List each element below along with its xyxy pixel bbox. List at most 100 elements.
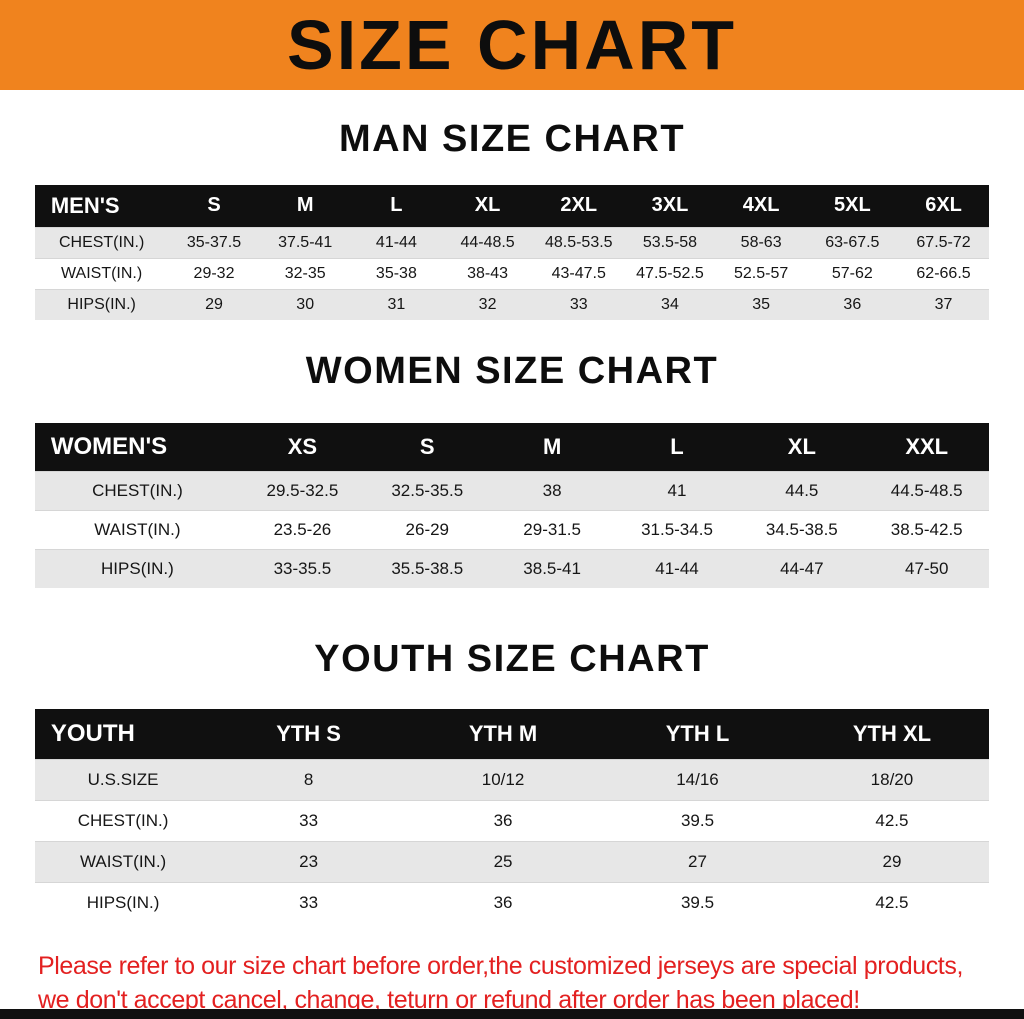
table-title-cell: WOMEN'S [34,423,240,471]
row-label: HIPS(IN.) [101,558,174,578]
table-cell: 29-32 [193,264,235,282]
row-label: HIPS(IN.) [67,295,136,313]
table-cell: 67.5-72 [916,233,971,251]
youth-size-table: YOUTH YTH S YTH M YTH L YTH XL U.S.SIZE 8 10/12… [34,709,990,923]
table-row: HIPS(IN.) 29 30 31 32 33 34 35 36 37 [34,289,990,320]
table-cell: 36 [843,295,862,313]
table-cell: 8 [303,769,314,789]
column-header: 3XL [624,185,716,227]
row-label: HIPS(IN.) [86,892,160,912]
charts-area: MAN SIZE CHART MEN'S S M L XL 2XL 3XL 4XL 5XL 6XL… [0,118,1024,923]
table-cell: 37.5-41 [278,233,333,251]
table-cell: 31 [387,295,406,313]
column-header: 5XL [806,185,898,227]
table-cell: 36 [493,892,513,912]
table-cell: 36 [493,810,513,830]
table-row: WAIST(IN.) 23 25 27 29 [34,841,990,882]
men-section-heading: MAN SIZE CHART [338,118,686,160]
table-cell: 35-37.5 [186,233,242,251]
table-cell: 44.5 [785,480,819,500]
column-header: YTH L [600,709,795,759]
column-header: S [364,423,490,471]
column-header: M [259,185,351,227]
table-cell: 42.5 [875,892,909,912]
table-cell: 38.5-42.5 [890,519,963,539]
table-cell: 48.5-53.5 [544,233,613,251]
table-cell: 29-31.5 [523,519,581,539]
column-header: YTH XL [794,709,990,759]
column-header: YTH S [211,709,406,759]
table-cell: 32.5-35.5 [391,480,464,500]
table-cell: 41-44 [375,233,417,251]
table-cell: 35 [752,295,771,313]
bottom-bar [0,1009,1024,1019]
table-cell: 38-43 [467,264,509,282]
table-cell: 27 [688,851,707,871]
table-cell: 32 [478,295,497,313]
table-cell: 18/20 [870,769,914,789]
table-cell: 31.5-34.5 [641,519,713,539]
column-header: 4XL [715,185,807,227]
column-header: XS [239,423,365,471]
table-cell: 34.5-38.5 [765,519,838,539]
table-cell: 44-47 [780,558,824,578]
column-header: 2XL [533,185,625,227]
youth-size-section: YOUTH SIZE CHART YOUTH YTH S YTH M YTH L YTH… [0,638,1024,923]
column-header: XL [441,185,534,227]
banner: SIZE CHART [0,0,1024,90]
table-cell: 35-38 [375,264,417,282]
table-cell: 32-35 [284,264,326,282]
column-header: L [350,185,442,227]
table-cell: 41 [667,480,687,500]
table-cell: 26-29 [405,519,450,539]
table-cell: 33 [569,295,588,313]
table-cell: 29 [882,851,902,871]
youth-section-heading: YOUTH SIZE CHART [314,638,710,680]
table-cell: 44-48.5 [460,233,515,251]
header-row: YOUTH YTH S YTH M YTH L YTH XL [34,709,990,759]
notice-line-1: Please refer to our size chart before or… [38,952,963,980]
table-cell: 33-35.5 [273,558,332,578]
table-cell: 25 [493,851,513,871]
table-cell: 33 [299,810,319,830]
table-row: U.S.SIZE 8 10/12 14/16 18/20 [34,759,990,800]
column-header: XXL [864,423,990,471]
table-title-cell: MEN'S [34,185,169,227]
table-cell: 23 [299,851,319,871]
table-cell: 52.5-57 [734,264,789,282]
row-label: U.S.SIZE [87,769,159,789]
mens-size-table: MEN'S S M L XL 2XL 3XL 4XL 5XL 6XL CHEST(IN.) 35-37… [34,185,990,320]
table-cell: 47.5-52.5 [636,264,704,282]
women-size-section: WOMEN SIZE CHART WOMEN'S XS S M L XL XXL CHEST(… [0,350,1024,588]
table-cell: 41-44 [655,558,699,578]
table-cell: 47-50 [904,558,949,578]
row-label: CHEST(IN.) [58,233,145,251]
table-cell: 63-67.5 [825,233,880,251]
table-cell: 38 [542,480,562,500]
table-cell: 58-63 [740,233,782,251]
order-notice: Please refer to our size chart before or… [0,949,1024,1017]
page-title: SIZE CHART [287,6,737,84]
table-row: WAIST(IN.) 23.5-26 26-29 29-31.5 31.5-34.5 34… [34,510,990,549]
table-title-cell: YOUTH [34,709,212,759]
table-cell: 53.5-58 [642,233,698,251]
column-header: 6XL [897,185,990,227]
table-row: HIPS(IN.) 33 36 39.5 42.5 [34,882,990,923]
column-header: M [489,423,615,471]
womens-size-table: WOMEN'S XS S M L XL XXL CHEST(IN.) 29.5-32.5 32.5… [34,423,990,588]
table-cell: 34 [661,295,679,313]
table-cell: 30 [296,295,315,313]
column-header: XL [739,423,865,471]
table-row: CHEST(IN.) 29.5-32.5 32.5-35.5 38 41 44.5 44.5… [34,471,990,510]
table-row: CHEST(IN.) 33 36 39.5 42.5 [34,800,990,841]
table-cell: 44.5-48.5 [890,480,963,500]
column-header: YTH M [405,709,601,759]
table-row: CHEST(IN.) 35-37.5 37.5-41 41-44 44-48.5 48.5… [34,227,990,258]
row-label: CHEST(IN.) [77,810,169,830]
table-cell: 62-66.5 [916,264,971,282]
table-cell: 29.5-32.5 [266,480,339,500]
column-header: S [168,185,260,227]
table-cell: 43-47.5 [551,264,606,282]
table-cell: 39.5 [680,892,715,912]
men-size-section: MAN SIZE CHART MEN'S S M L XL 2XL 3XL 4XL 5XL 6XL… [0,118,1024,320]
